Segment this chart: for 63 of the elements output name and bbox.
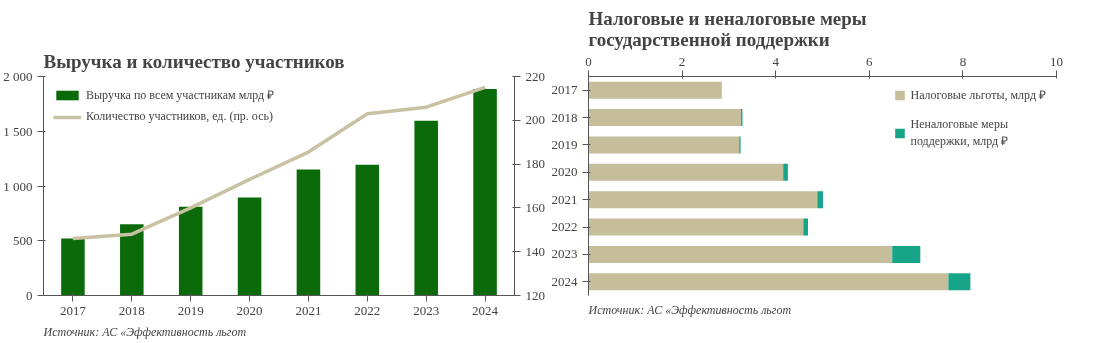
chart-title: Налоговые и неналоговые меры государственной поддержки: [588, 7, 867, 50]
y-tick-label: 1 000: [3, 178, 33, 194]
y-tick-label: 2022: [551, 219, 578, 235]
y-tick-label: 500: [13, 233, 33, 249]
bar: [948, 273, 971, 291]
bar: [803, 218, 808, 236]
text: Источник: АС «Эффективность льгот: [42, 324, 247, 339]
y-tick-label: 0: [26, 288, 33, 303]
legend-label: Налоговые льготы, млрд ₽: [910, 87, 1046, 103]
x-tick-label: 2: [678, 53, 686, 69]
x-tick-label: 4: [772, 53, 780, 69]
y2-tick-label: 180: [525, 156, 545, 172]
bar: [296, 169, 321, 296]
y-tick-label: 2020: [551, 164, 578, 180]
bar: [588, 273, 949, 291]
bar: [588, 191, 818, 209]
y-tick-label: 2 000: [3, 69, 33, 84]
legend-label: Количество участников, ед. (пр. ось): [86, 109, 273, 124]
bar: [355, 164, 380, 296]
x-tick-label: 2019: [177, 302, 204, 318]
bar: [588, 81, 722, 99]
bar: [178, 206, 203, 296]
y-tick-label: 2023: [551, 246, 578, 262]
y-tick-label: 2024: [551, 273, 578, 289]
bar: [414, 120, 438, 296]
y-tick-label: 2017: [551, 82, 578, 98]
bar: [588, 109, 742, 127]
bar: [588, 163, 784, 181]
x-tick-label: 6: [866, 53, 874, 69]
y2-tick-label: 120: [525, 287, 545, 303]
bar: [588, 218, 804, 236]
text: Источник: АС «Эффективность льгот: [587, 302, 792, 317]
bar: [892, 245, 921, 263]
bar: [817, 191, 823, 209]
x-tick-label: 0: [585, 53, 592, 69]
y2-tick-label: 220: [525, 68, 545, 84]
bar: [588, 136, 740, 154]
bar: [783, 163, 788, 181]
y2-tick-label: 200: [525, 112, 545, 128]
legend-label: Неналоговые меры поддержки, млрд ₽: [910, 117, 1009, 149]
y2-tick-label: 160: [525, 199, 545, 215]
x-tick-label: 10: [1050, 53, 1063, 69]
line-series: [71, 85, 487, 241]
bar: [61, 238, 85, 296]
bar: [473, 89, 497, 296]
x-tick-label: 8: [959, 53, 967, 69]
x-tick-label: 2022: [354, 302, 381, 318]
x-tick-label: 2017: [59, 302, 87, 318]
x-tick-label: 2021: [295, 302, 322, 318]
x-tick-label: 2020: [236, 302, 263, 318]
chart-title: Выручка и количество участников: [43, 50, 345, 72]
bar: [237, 197, 262, 296]
legend-label: Выручка по всем участникам млрд ₽: [86, 87, 275, 103]
y-tick-label: 2018: [551, 109, 578, 125]
y2-tick-label: 140: [525, 243, 545, 259]
bar: [120, 224, 144, 296]
y-tick-label: 2021: [551, 191, 578, 207]
y-tick-label: 1 500: [3, 123, 33, 139]
bar: [588, 245, 893, 263]
x-tick-label: 2023: [413, 302, 440, 318]
y-tick-label: 2019: [551, 136, 578, 152]
x-tick-label: 2024: [472, 302, 499, 318]
x-tick-label: 2018: [118, 302, 145, 318]
